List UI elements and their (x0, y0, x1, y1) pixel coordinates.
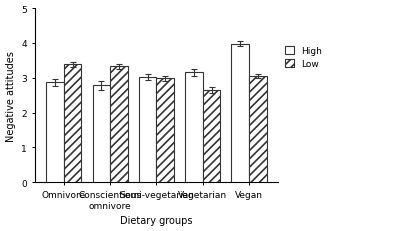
Y-axis label: Negative attitudes: Negative attitudes (6, 50, 16, 141)
Bar (139, 78, 156, 182)
Bar (92, 86, 110, 182)
Bar (203, 91, 220, 182)
Legend: High, Low: High, Low (285, 47, 322, 68)
Bar (249, 77, 267, 182)
Bar (110, 67, 128, 182)
Bar (232, 44, 249, 182)
Bar (156, 79, 174, 182)
X-axis label: Dietary groups: Dietary groups (120, 216, 193, 225)
Bar (185, 73, 203, 182)
Bar (64, 65, 82, 182)
Bar (46, 83, 64, 182)
